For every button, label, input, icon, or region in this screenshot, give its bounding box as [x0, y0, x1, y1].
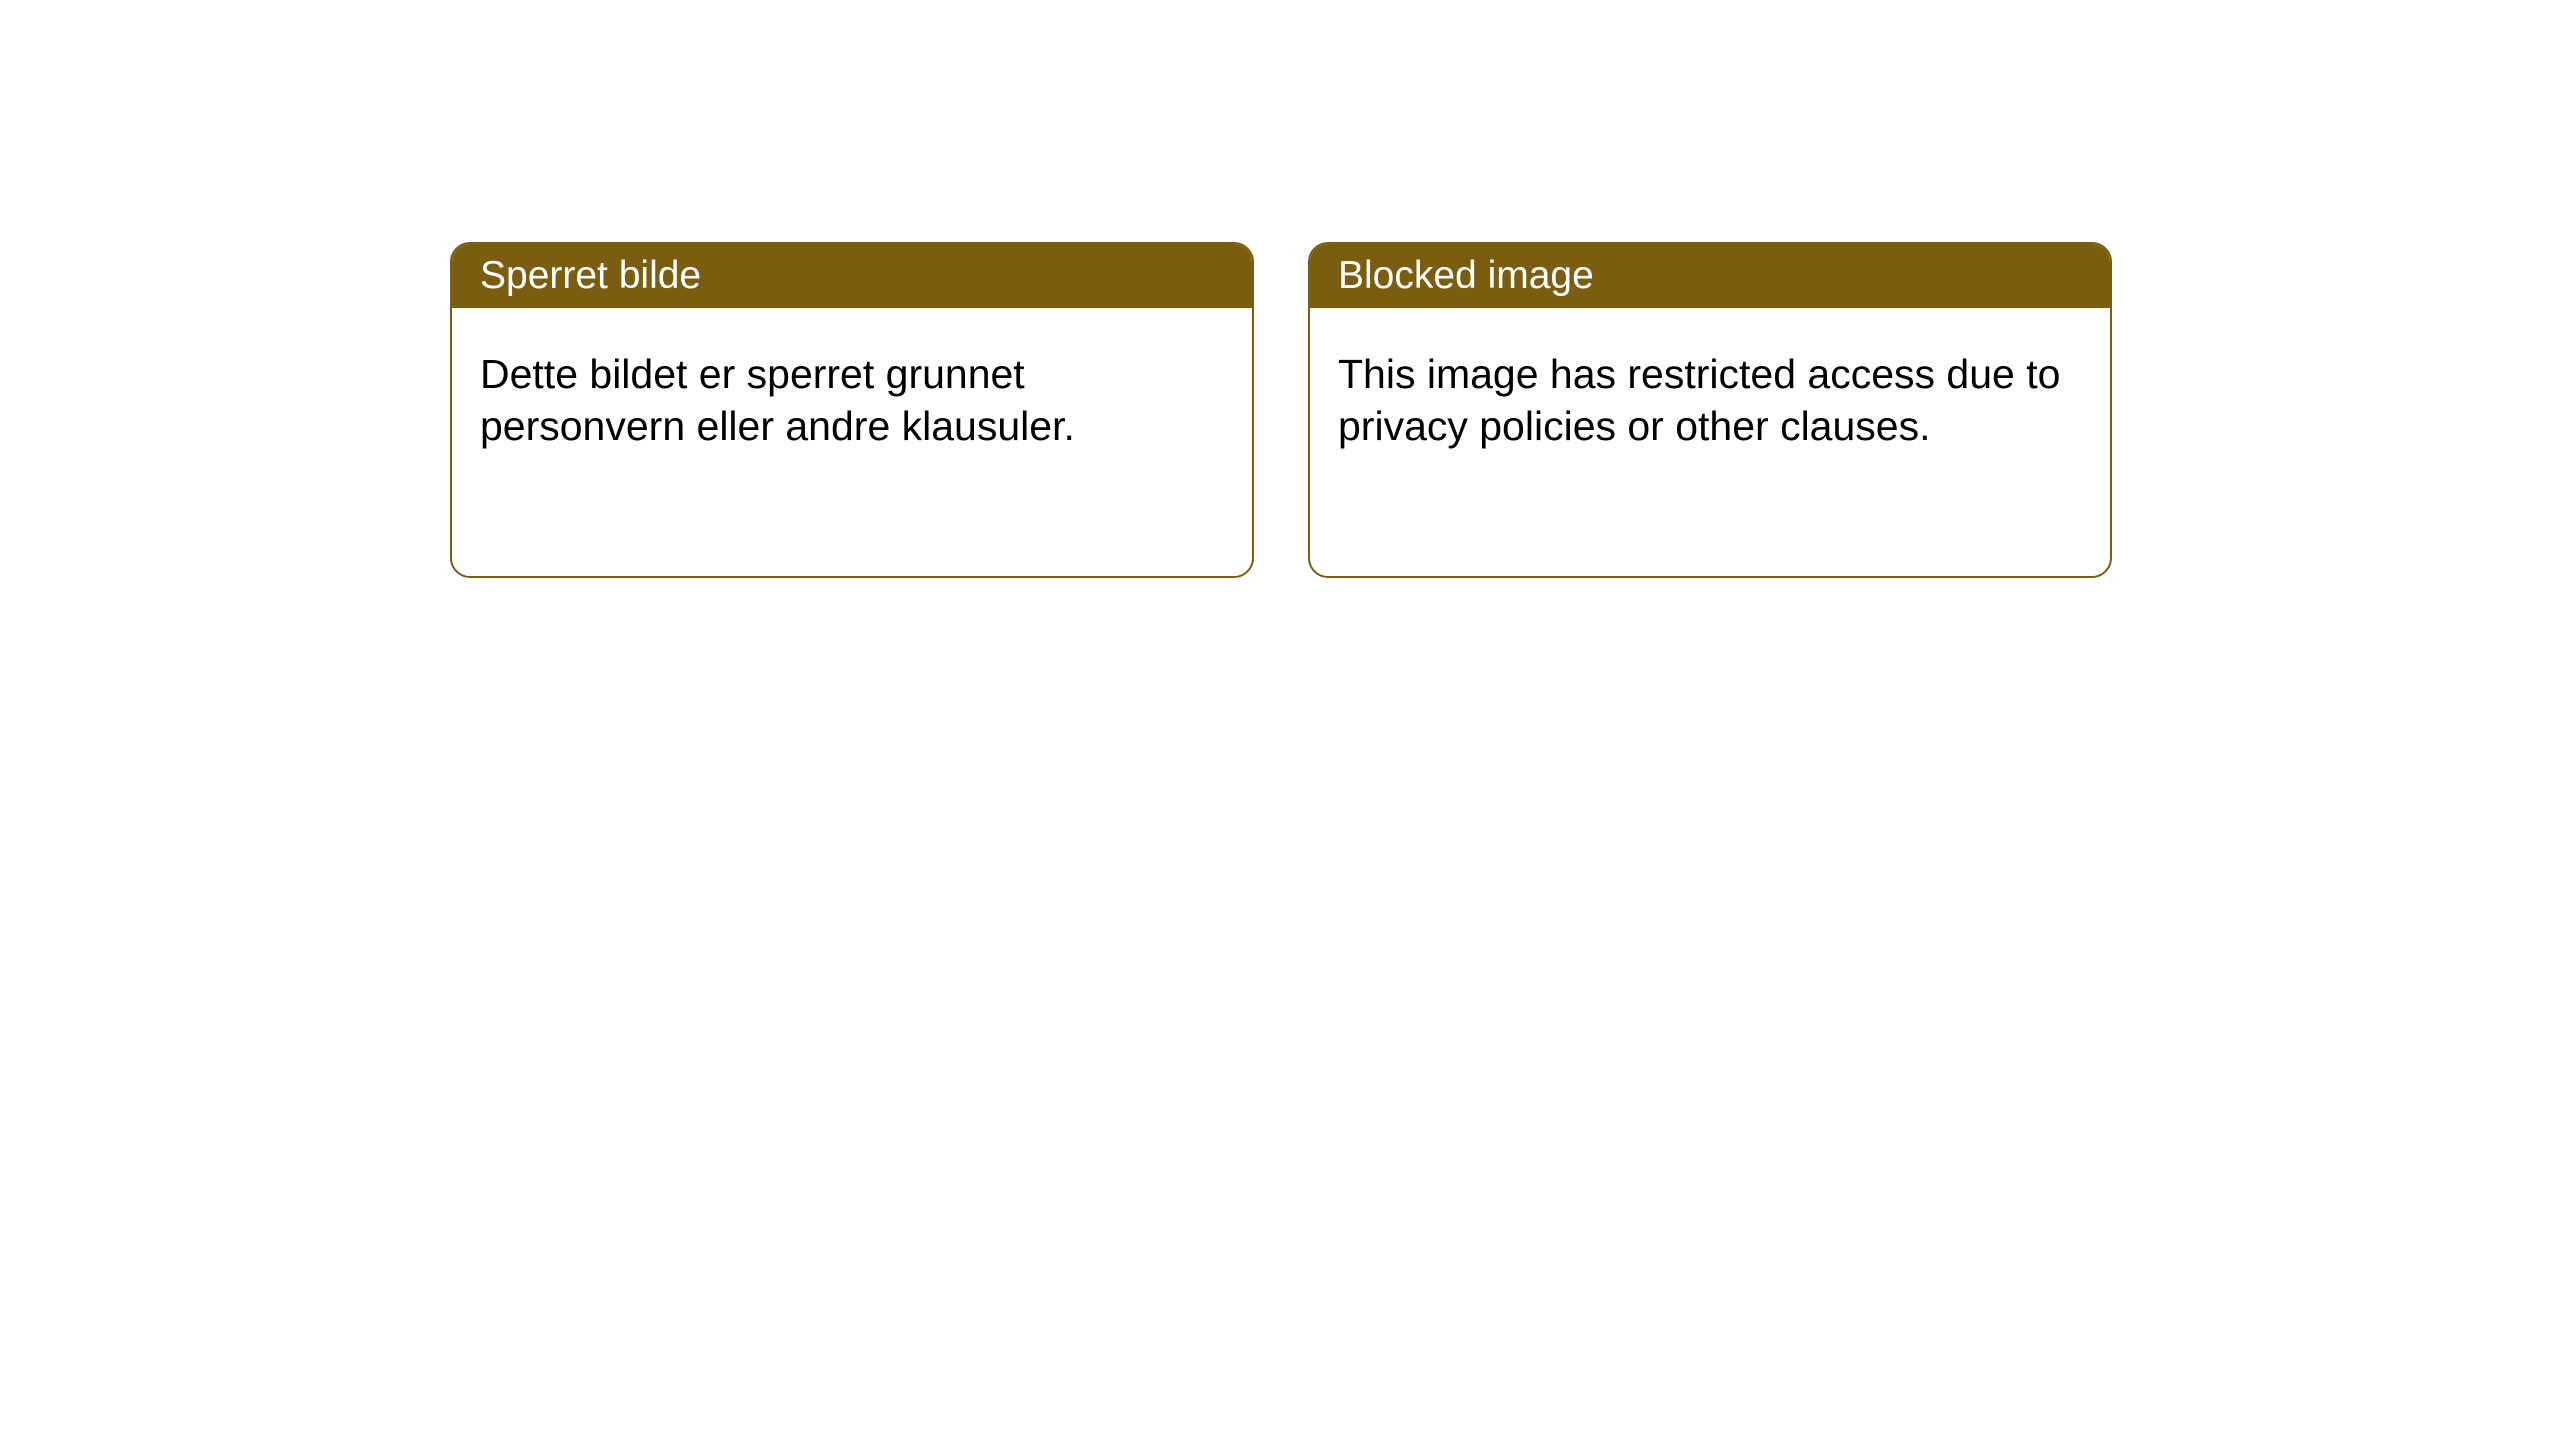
- card-title: Blocked image: [1338, 254, 1594, 297]
- blocked-image-card-english: Blocked image This image has restricted …: [1308, 242, 2112, 578]
- card-body: Dette bildet er sperret grunnet personve…: [452, 308, 1252, 493]
- card-message: This image has restricted access due to …: [1338, 351, 2060, 449]
- blocked-image-card-norwegian: Sperret bilde Dette bildet er sperret gr…: [450, 242, 1254, 578]
- card-message: Dette bildet er sperret grunnet personve…: [480, 351, 1075, 449]
- card-header: Sperret bilde: [452, 244, 1252, 308]
- card-title: Sperret bilde: [480, 254, 701, 297]
- card-body: This image has restricted access due to …: [1310, 308, 2110, 493]
- notice-container: Sperret bilde Dette bildet er sperret gr…: [0, 0, 2560, 578]
- card-header: Blocked image: [1310, 244, 2110, 308]
